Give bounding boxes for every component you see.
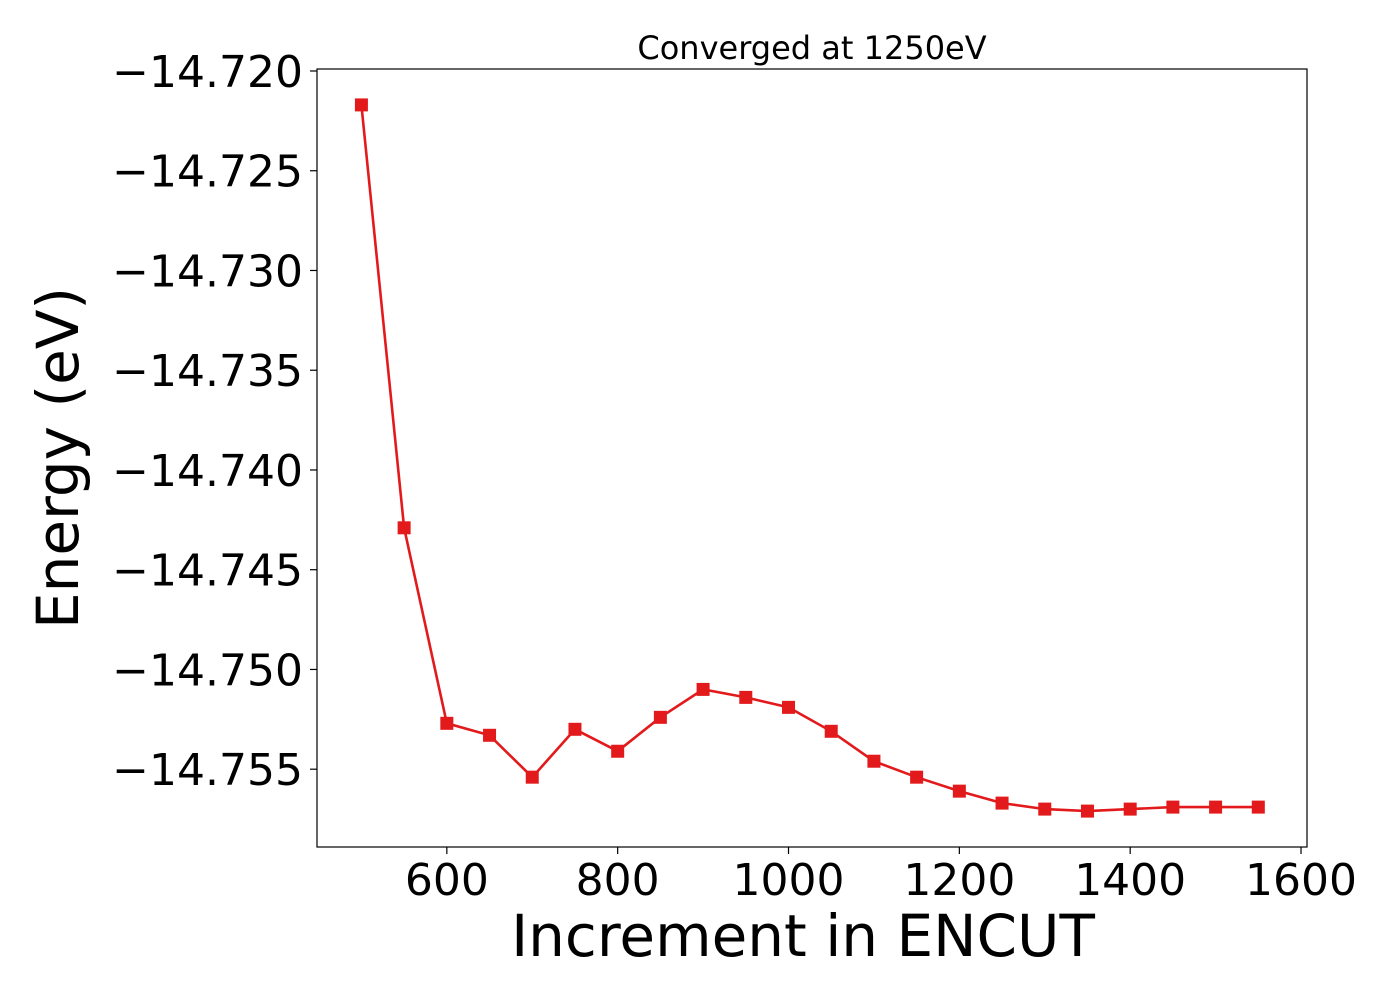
- y-tick-label: −14.735: [112, 346, 303, 397]
- data-point: [440, 716, 454, 730]
- data-point: [910, 770, 924, 784]
- y-tick-label: −14.720: [112, 47, 303, 98]
- x-tick-label: 1200: [903, 855, 1015, 906]
- data-point: [1038, 802, 1052, 816]
- data-point: [1251, 800, 1265, 814]
- y-tick-label: −14.750: [112, 645, 303, 696]
- x-tick-label: 1400: [1074, 855, 1186, 906]
- data-point: [739, 690, 753, 704]
- x-tick-label: 1000: [733, 855, 845, 906]
- y-axis: −14.720 −14.725 −14.730 −14.735 −14.740 −14.7…: [112, 47, 317, 796]
- x-tick-label: 600: [405, 855, 489, 906]
- x-tick-label: 800: [576, 855, 660, 906]
- series-group: [354, 98, 1265, 818]
- data-point: [483, 728, 497, 742]
- data-point: [995, 796, 1009, 810]
- x-tick-label: 1600: [1245, 855, 1357, 906]
- data-point: [354, 98, 368, 112]
- y-tick-label: −14.725: [112, 147, 303, 198]
- data-point: [1209, 800, 1223, 814]
- y-tick-label: −14.755: [112, 745, 303, 796]
- data-point: [1166, 800, 1180, 814]
- data-point: [1080, 804, 1094, 818]
- data-point: [525, 770, 539, 784]
- series-line: [360, 104, 1259, 813]
- y-tick-label: −14.740: [112, 446, 303, 497]
- data-point: [952, 784, 966, 798]
- data-point: [867, 754, 881, 768]
- data-point: [611, 744, 625, 758]
- data-point: [568, 722, 582, 736]
- y-tick-label: −14.730: [112, 246, 303, 297]
- data-point: [782, 700, 796, 714]
- data-point: [824, 724, 838, 738]
- chart-title: Converged at 1250eV: [637, 29, 986, 67]
- x-axis-title: Increment in ENCUT: [511, 902, 1095, 970]
- y-tick-label: −14.745: [112, 546, 303, 597]
- x-axis: 600 800 1000 1200 1400 1600: [405, 847, 1357, 906]
- data-point: [397, 521, 411, 535]
- y-axis-title: Energy (eV): [24, 287, 92, 629]
- plot-area: [316, 68, 1308, 848]
- data-point: [1123, 802, 1137, 816]
- data-point: [696, 682, 710, 696]
- data-point: [653, 710, 667, 724]
